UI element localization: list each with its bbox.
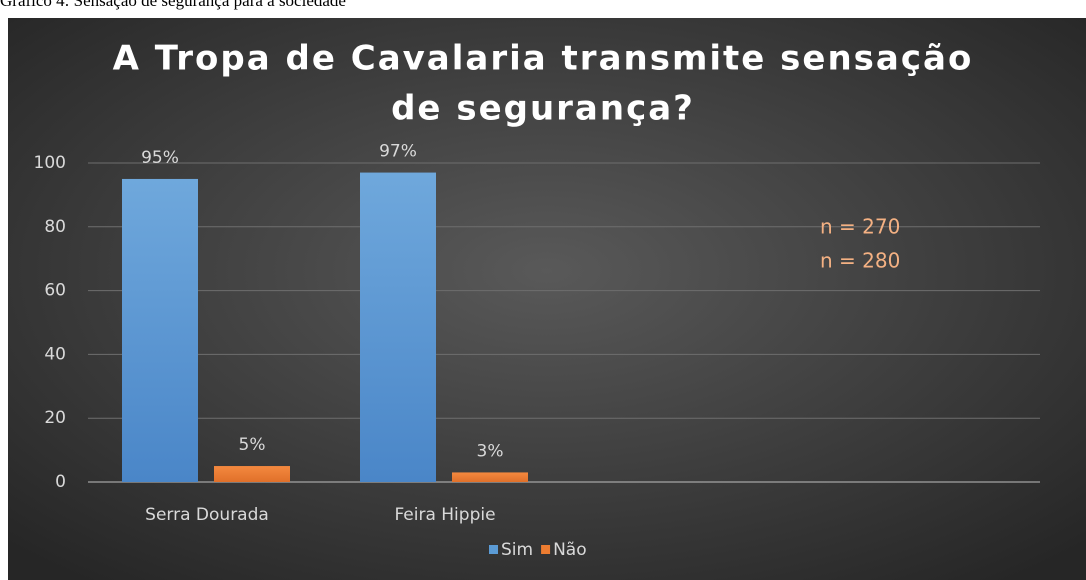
x-tick-label: Serra Dourada [145,505,269,525]
bar [360,172,436,482]
y-tick-label: 0 [55,472,66,492]
legend-label: Sim [501,540,533,560]
annotation: n = 280 [820,249,900,273]
bar [452,472,528,482]
annotation: n = 270 [820,215,900,239]
data-label: 3% [477,441,504,461]
data-label: 5% [239,435,266,455]
bar [214,466,290,482]
y-tick-label: 60 [44,281,66,301]
y-tick-label: 20 [44,408,66,428]
data-label: 97% [379,142,417,162]
bar [122,178,198,482]
y-tick-label: 100 [34,153,66,173]
legend-label: Não [553,540,587,560]
caption: Gráfico 4: Sensação de segurança para a … [0,0,346,10]
chart: A Tropa de Cavalaria transmite sensação d… [34,39,1040,560]
legend-swatch [489,545,498,554]
legend-swatch [541,545,551,554]
y-tick-label: 40 [44,344,66,364]
chart-title: de segurança? [391,89,695,129]
data-label: 95% [141,148,179,168]
y-tick-label: 80 [44,217,66,237]
x-tick-label: Feira Hippie [394,505,495,525]
chart-title: A Tropa de Cavalaria transmite sensação [113,39,974,79]
